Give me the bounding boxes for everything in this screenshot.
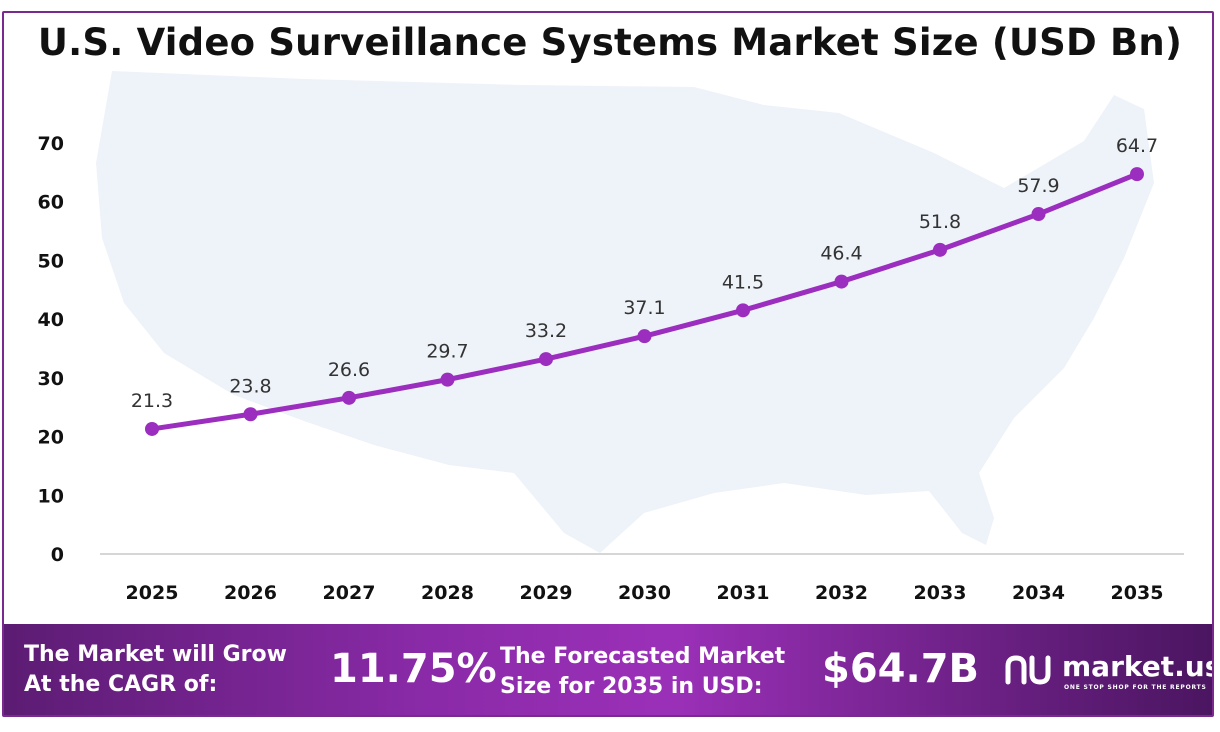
x-tick-label: 2032 [815,582,868,604]
y-tick-label: 30 [38,368,64,390]
y-tick-label: 70 [38,133,64,155]
data-label: 33.2 [525,320,567,342]
brand-tagline: ONE STOP SHOP FOR THE REPORTS [1064,684,1207,691]
data-label: 21.3 [131,390,173,412]
data-label: 46.4 [820,243,862,265]
data-point [933,242,947,257]
x-tick-label: 2026 [224,582,277,604]
cagr-label-line1: The Market will Grow [24,642,287,667]
data-label: 26.6 [328,359,370,381]
x-tick-label: 2025 [126,582,179,604]
x-tick-label: 2031 [717,582,770,604]
data-label: 29.7 [426,341,468,363]
data-point [1130,167,1144,182]
footer-banner: The Market will Grow At the CAGR of: 11.… [4,624,1212,715]
y-tick-label: 60 [38,192,64,214]
x-tick-label: 2029 [520,582,573,604]
x-tick-label: 2027 [323,582,376,604]
data-point [342,390,356,405]
data-point [1031,207,1046,222]
data-label: 41.5 [722,271,764,293]
cagr-label-line2: At the CAGR of: [24,672,218,697]
chart-title: U.S. Video Surveillance Systems Market S… [37,21,1183,64]
brand-logo: market.us ONE STOP SHOP FOR THE REPORTS [1002,650,1212,700]
data-point [243,407,258,422]
cagr-value: 11.75% [330,646,497,692]
data-label: 23.8 [229,375,271,397]
chart-frame: U.S. Video Surveillance Systems Market S… [2,11,1214,717]
x-tick-label: 2030 [618,582,671,604]
data-label: 37.1 [623,297,665,319]
data-point [145,421,159,436]
y-tick-label: 10 [38,485,64,507]
data-point [440,372,455,387]
forecast-value: $64.7B [822,646,980,692]
data-point [539,352,553,367]
forecast-label-line2: Size for 2035 in USD: [500,674,763,699]
data-label: 57.9 [1017,175,1059,197]
y-tick-label: 0 [51,544,64,566]
x-tick-label: 2028 [421,582,474,604]
y-tick-label: 50 [38,250,64,272]
x-tick-label: 2033 [914,582,967,604]
y-tick-label: 40 [38,309,64,331]
x-tick-label: 2034 [1012,582,1065,604]
data-label: 64.7 [1116,135,1158,157]
data-point [736,303,750,318]
brand-name: market.us [1062,650,1214,683]
y-tick-label: 20 [38,427,64,449]
data-point [637,329,652,344]
us-map-background [96,71,1154,553]
forecast-label-line1: The Forecasted Market [500,644,786,669]
x-tick-label: 2035 [1111,582,1164,604]
data-label: 51.8 [919,211,961,233]
market-us-logo-icon [1005,655,1051,685]
data-point [834,274,849,289]
